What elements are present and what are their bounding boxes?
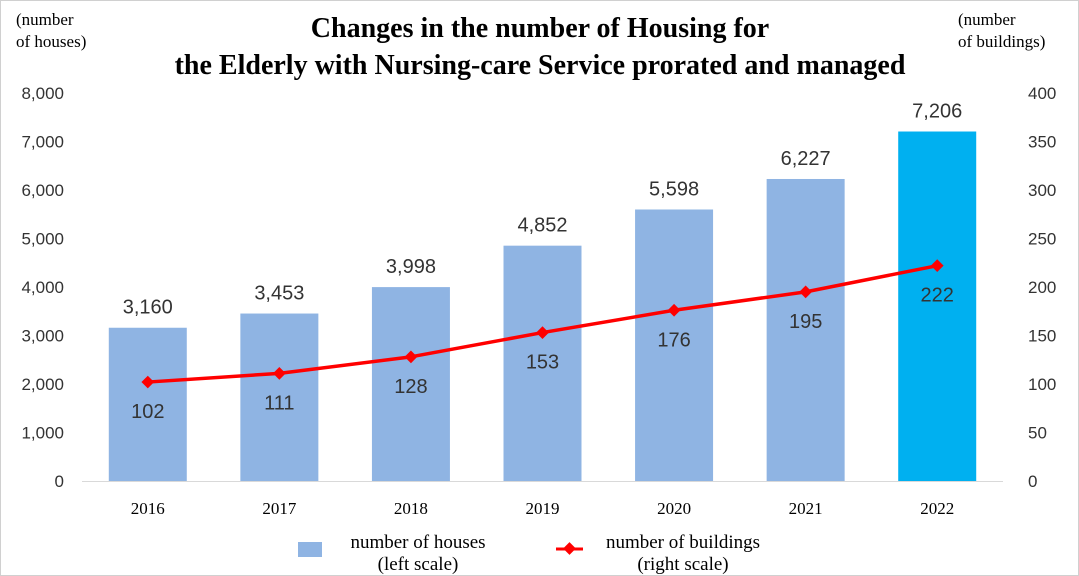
houses-bar-value-label: 4,852 xyxy=(517,215,567,237)
buildings-value-label: 128 xyxy=(394,376,427,398)
category-label: 2022 xyxy=(920,499,954,518)
line-value-labels: 102 111 128 153 176 195 222 xyxy=(131,285,954,423)
houses-bar xyxy=(766,178,845,482)
left-tick-label: 7,000 xyxy=(21,133,64,152)
buildings-value-label: 176 xyxy=(657,329,690,351)
left-tick-label: 8,000 xyxy=(21,84,64,103)
right-tick-label: 100 xyxy=(1028,375,1056,394)
buildings-value-label: 195 xyxy=(789,311,822,333)
legend-houses-label-line-2: (left scale) xyxy=(378,554,459,575)
houses-bar-value-label: 6,227 xyxy=(781,148,831,170)
houses-bar xyxy=(371,287,450,481)
legend-buildings-label-line-2: (right scale) xyxy=(637,554,728,575)
left-tick-label: 6,000 xyxy=(21,181,64,200)
category-label: 2016 xyxy=(131,499,165,518)
bar-series xyxy=(108,131,977,482)
right-axis-ticks: 0 50 100 150 200 250 300 350 400 xyxy=(1028,84,1056,491)
category-label: 2018 xyxy=(394,499,428,518)
left-axis-unit-line-1: (number xyxy=(16,10,74,29)
houses-bar-value-label: 3,453 xyxy=(254,283,304,305)
left-tick-label: 3,000 xyxy=(21,327,64,346)
houses-bar xyxy=(635,209,714,481)
right-axis-unit-line-2: of buildings) xyxy=(958,32,1045,51)
houses-bar xyxy=(898,131,977,481)
buildings-value-label: 111 xyxy=(264,392,294,414)
chart-title-line-1: Changes in the number of Housing for xyxy=(311,13,769,44)
right-tick-label: 150 xyxy=(1028,327,1056,346)
houses-bar xyxy=(503,245,582,481)
left-tick-label: 1,000 xyxy=(21,424,64,443)
category-labels: 2016 2017 2018 2019 2020 2021 2022 xyxy=(131,499,954,518)
buildings-marker xyxy=(404,350,418,364)
left-tick-label: 5,000 xyxy=(21,230,64,249)
houses-bar-value-label: 3,160 xyxy=(123,297,173,319)
buildings-value-label: 102 xyxy=(131,401,164,423)
buildings-value-label: 222 xyxy=(921,285,954,307)
houses-bar xyxy=(240,313,319,481)
houses-bar-value-label: 5,598 xyxy=(649,178,699,200)
chart-title-line-2: the Elderly with Nursing-care Service pr… xyxy=(175,50,906,81)
left-tick-label: 4,000 xyxy=(21,278,64,297)
right-tick-label: 400 xyxy=(1028,84,1056,103)
buildings-value-label: 153 xyxy=(526,352,559,374)
legend-buildings-label-line-1: number of buildings xyxy=(606,532,760,553)
category-label: 2017 xyxy=(262,499,297,518)
buildings-marker xyxy=(272,366,286,380)
right-tick-label: 350 xyxy=(1028,133,1056,152)
category-label: 2021 xyxy=(789,499,823,518)
houses-bar-value-label: 3,998 xyxy=(386,256,436,278)
left-tick-label: 0 xyxy=(55,472,64,491)
bar-value-labels: 3,160 3,453 3,998 4,852 5,598 6,227 7,206 xyxy=(123,101,962,319)
category-label: 2020 xyxy=(657,499,691,518)
left-axis-ticks: 0 1,000 2,000 3,000 4,000 5,000 6,000 7,000 8,00… xyxy=(21,84,64,491)
left-tick-label: 2,000 xyxy=(21,375,64,394)
houses-bar xyxy=(108,327,187,481)
right-tick-label: 250 xyxy=(1028,230,1056,249)
right-tick-label: 0 xyxy=(1028,472,1037,491)
right-axis-unit-line-1: (number xyxy=(958,10,1016,29)
right-tick-label: 200 xyxy=(1028,278,1056,297)
category-label: 2019 xyxy=(526,499,560,518)
right-tick-label: 50 xyxy=(1028,424,1047,443)
legend-houses-label-line-1: number of houses xyxy=(350,532,485,553)
legend-houses-swatch xyxy=(298,542,322,557)
left-axis-unit-line-2: of houses) xyxy=(16,32,86,51)
buildings-marker xyxy=(141,375,155,389)
right-tick-label: 300 xyxy=(1028,181,1056,200)
houses-bar-value-label: 7,206 xyxy=(912,101,962,123)
